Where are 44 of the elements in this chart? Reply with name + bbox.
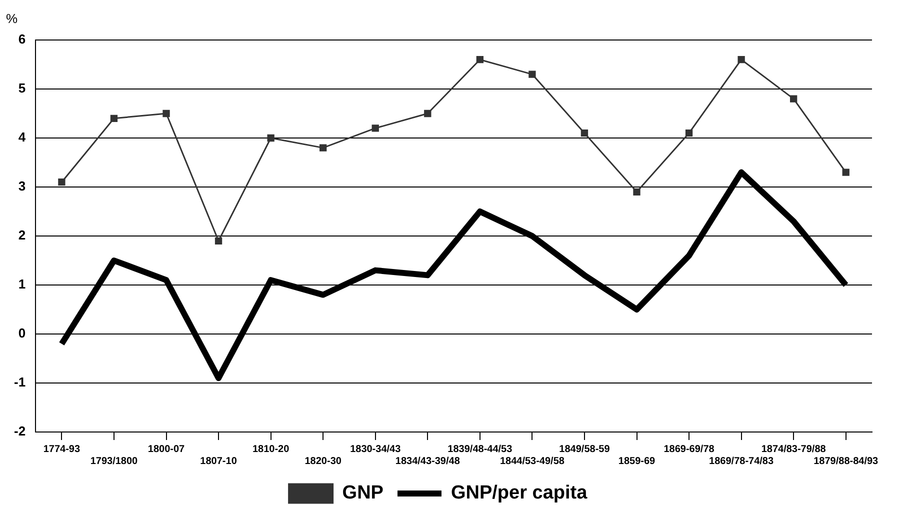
point (738, 56, 745, 64)
y-tick-label: 4 (18, 130, 26, 145)
point (580, 130, 588, 137)
point (424, 110, 432, 118)
x-tick-label: 1869/78-74/83 (709, 456, 774, 467)
x-tick-label: 1869-69/78 (664, 444, 715, 455)
y-tick-label: -1 (14, 374, 26, 390)
y-axis-title: % (6, 11, 18, 26)
y-tick-label: -2 (14, 424, 26, 439)
x-tick-label: 1839/48-44/53 (448, 444, 513, 455)
legend-label: GNP/per capita (450, 482, 588, 504)
legend-label: GNP (342, 482, 384, 504)
x-tick-label: 1874/83-79/88 (761, 444, 826, 455)
point (685, 130, 693, 137)
point (320, 144, 327, 152)
y-tick-label: 1 (18, 276, 26, 292)
x-tick-label: 1793/1800 (90, 456, 138, 467)
point (110, 114, 118, 122)
x-tick-label: 1800-07 (148, 444, 186, 455)
x-tick-label: 1834/43-39/48 (395, 456, 460, 467)
x-tick-label: 1807-10 (200, 456, 238, 467)
y-tick-label: 5 (18, 80, 26, 96)
x-tick-label: 1849/58-59 (559, 444, 610, 455)
x-tick-label: 1859-69 (618, 456, 656, 467)
point (214, 237, 222, 244)
point (267, 134, 274, 142)
x-tick-label: 1810-20 (252, 444, 290, 455)
x-tick-label: 1820-30 (304, 456, 342, 467)
point (528, 70, 536, 78)
point (476, 56, 484, 64)
y-tick-label: 2 (18, 228, 26, 243)
point (842, 168, 850, 176)
point (633, 188, 640, 196)
x-tick-label: 1774-93 (43, 444, 80, 455)
point (58, 178, 66, 186)
y-tick-label: 3 (18, 178, 26, 194)
x-tick-label: 1844/53-49/58 (500, 456, 565, 467)
x-tick-label: 1879/88-84/93 (814, 456, 879, 467)
x-tick-label: 1830-34/43 (350, 444, 402, 455)
y-tick-label: 6 (18, 32, 26, 47)
point (790, 95, 798, 102)
point (162, 110, 170, 118)
point (372, 124, 379, 132)
y-tick-label: 0 (18, 326, 26, 341)
